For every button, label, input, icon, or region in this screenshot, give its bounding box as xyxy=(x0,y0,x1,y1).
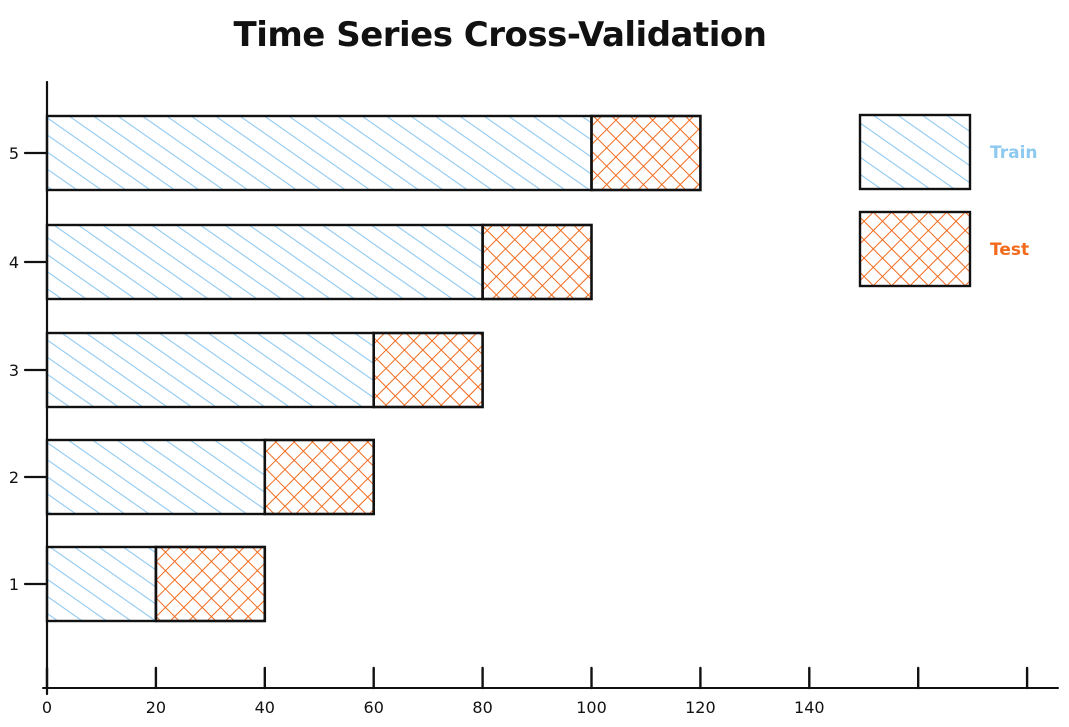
bar-train xyxy=(45,114,593,192)
x-tick-label: 0 xyxy=(42,698,52,717)
legend: Train Test xyxy=(858,113,1038,288)
x-tick-label: 20 xyxy=(146,698,166,717)
bar-train xyxy=(45,331,375,409)
y-tick-label: 2 xyxy=(9,468,19,487)
legend-label: Train xyxy=(990,143,1038,163)
y-tick-label: 5 xyxy=(9,144,19,163)
x-tick-label: 140 xyxy=(794,698,825,717)
plot-area: 0 20 40 60 80 100 120 140 1 2 3 4 5 Train Test xyxy=(9,80,1059,717)
bar-test xyxy=(590,114,702,192)
y-tick-label: 1 xyxy=(9,575,19,594)
bar-train xyxy=(45,545,158,623)
bar-test xyxy=(154,545,267,623)
y-tick-label: 3 xyxy=(9,361,19,380)
bar-train xyxy=(45,438,267,516)
x-tick-label: 80 xyxy=(472,698,492,717)
bar-test xyxy=(372,331,484,409)
bar-test xyxy=(263,438,375,516)
x-tick-label: 40 xyxy=(255,698,275,717)
chart-title: Time Series Cross-Validation xyxy=(234,15,767,55)
legend-label: Test xyxy=(990,240,1029,260)
bar-train xyxy=(45,223,484,301)
x-tick-label: 100 xyxy=(576,698,607,717)
x-tick-label: 120 xyxy=(685,698,716,717)
y-tick-label: 4 xyxy=(9,253,19,272)
legend-swatch xyxy=(858,210,972,288)
legend-swatch xyxy=(858,113,972,191)
x-tick-label: 60 xyxy=(364,698,384,717)
bar-test xyxy=(481,223,593,301)
